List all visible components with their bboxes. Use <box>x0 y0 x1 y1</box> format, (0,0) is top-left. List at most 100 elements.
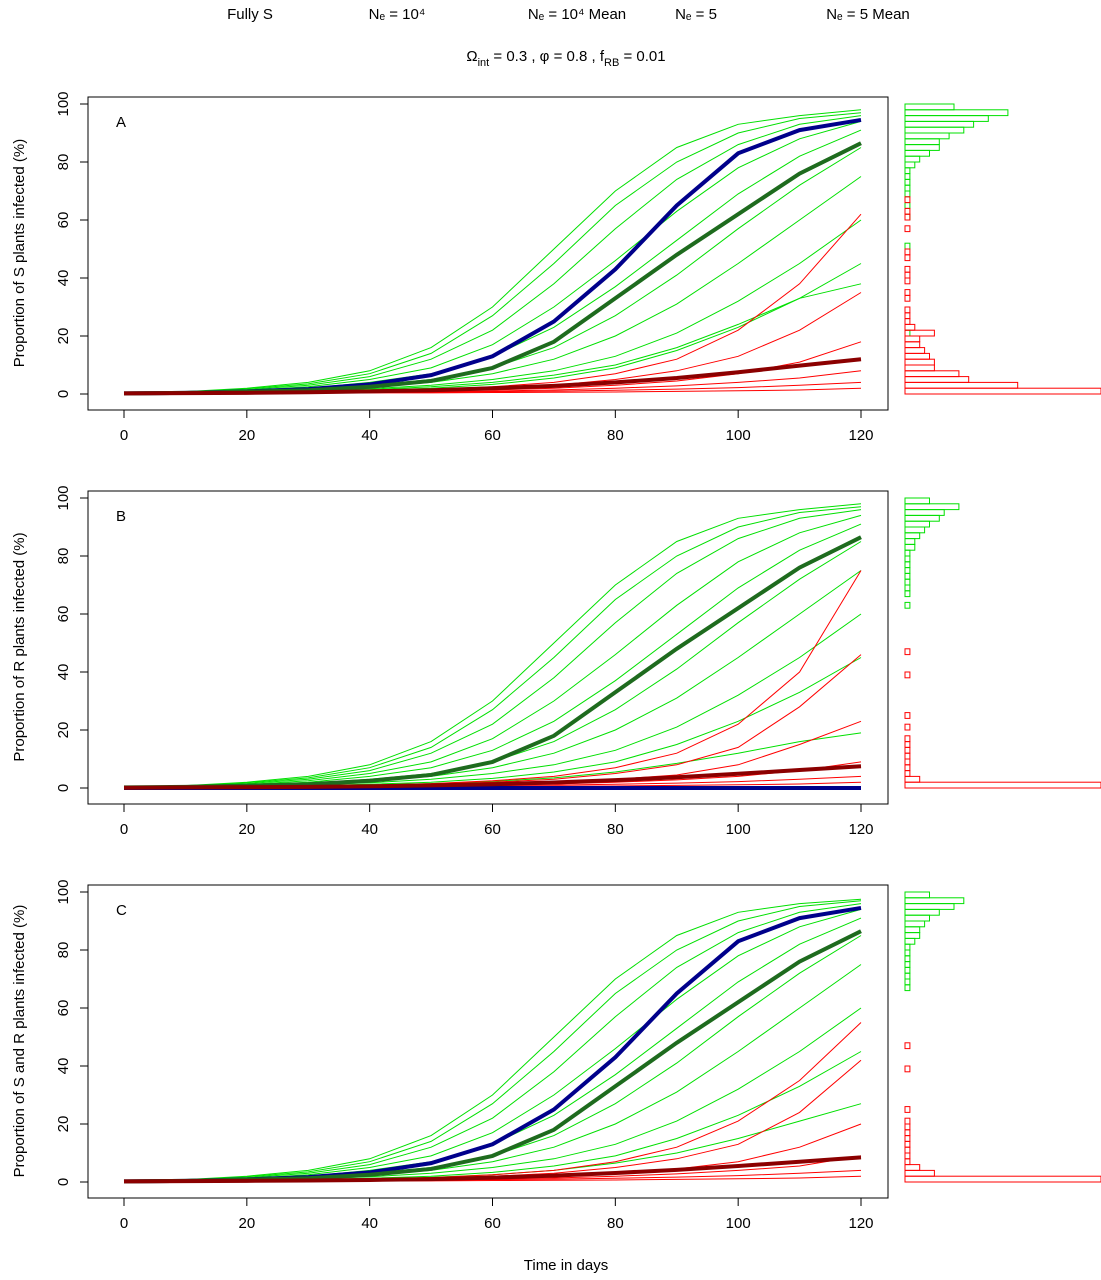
y-tick-label: 20 <box>55 1116 72 1133</box>
histogram-bar <box>904 937 916 945</box>
histogram-bar <box>904 741 911 748</box>
legend-entry: Fully S <box>227 6 273 23</box>
histogram-bar <box>904 1129 911 1137</box>
x-tick-label: 120 <box>848 821 873 838</box>
histogram-bar <box>904 555 911 563</box>
run-line <box>124 720 862 788</box>
mean-line <box>123 764 862 790</box>
histogram-bar <box>904 972 911 980</box>
histogram-bar <box>904 1152 911 1160</box>
y-tick-label: 40 <box>55 664 72 681</box>
histogram-bar <box>904 254 911 262</box>
histogram-bar <box>904 265 911 273</box>
histogram-bar <box>904 758 911 766</box>
histogram-bar <box>904 1117 911 1125</box>
x-tick-label: 100 <box>726 1215 751 1232</box>
histogram-bar <box>904 120 975 128</box>
histogram-bar <box>904 770 911 777</box>
subtitle-part: int <box>478 57 490 69</box>
histogram-bar <box>904 914 930 922</box>
histogram-bar <box>904 1123 911 1131</box>
histogram-bar <box>904 271 911 279</box>
histogram-bar <box>904 949 911 957</box>
panel-label: C <box>116 902 127 919</box>
histogram-bar <box>904 323 916 331</box>
histogram-bar <box>904 961 911 968</box>
run-line <box>123 112 862 394</box>
histogram-bar <box>904 341 921 349</box>
histogram-bar <box>904 329 911 337</box>
histogram-bar <box>904 213 911 221</box>
histogram-bar <box>904 1169 935 1177</box>
histogram-bar <box>904 190 911 198</box>
x-tick-label: 80 <box>607 821 624 838</box>
histogram-bar <box>904 978 911 986</box>
x-tick-label: 0 <box>120 1215 128 1232</box>
histogram-bar <box>904 277 911 285</box>
histogram-bar <box>904 984 911 992</box>
run-line <box>123 176 862 394</box>
histogram-bar <box>904 1175 1101 1183</box>
plot-frame <box>87 490 889 805</box>
y-tick-label: 0 <box>55 1178 72 1186</box>
histogram-bar <box>904 891 930 899</box>
histogram-bar <box>904 126 965 134</box>
legend-entry: Nₑ = 5 <box>675 6 717 23</box>
histogram-bar <box>904 196 911 204</box>
histogram-bar <box>904 775 921 783</box>
panel-label: A <box>116 114 126 131</box>
y-axis-label: Proportion of S plants infected (%) <box>11 139 28 367</box>
histogram-bar <box>904 312 911 320</box>
histogram-bar <box>904 561 911 569</box>
histogram-bar <box>904 318 911 325</box>
histogram-bar <box>904 752 911 760</box>
x-tick-label: 40 <box>361 427 378 444</box>
histogram-bar <box>904 712 911 719</box>
y-tick-label: 60 <box>55 212 72 229</box>
run-line <box>123 109 862 394</box>
y-tick-label: 60 <box>55 1000 72 1017</box>
x-tick-label: 60 <box>484 1215 501 1232</box>
histogram-bar <box>904 1042 911 1050</box>
x-tick-label: 20 <box>238 427 255 444</box>
histogram-bar <box>904 1140 911 1148</box>
histogram-bar <box>904 955 911 963</box>
histogram-bar <box>904 671 911 679</box>
y-tick-label: 80 <box>55 548 72 565</box>
histogram-bar <box>904 903 955 910</box>
histogram-bar <box>904 584 911 592</box>
mean-line <box>123 117 862 396</box>
histogram-bar <box>904 155 921 163</box>
x-tick-label: 100 <box>726 821 751 838</box>
histogram-bar <box>904 503 960 511</box>
x-tick-label: 20 <box>238 821 255 838</box>
histogram-bar <box>904 387 1101 395</box>
histogram-bar <box>904 167 911 175</box>
y-tick-label: 80 <box>55 942 72 959</box>
histogram-bar <box>904 908 940 916</box>
run-line <box>123 900 862 1182</box>
histogram-bar <box>904 1158 911 1166</box>
x-tick-label: 60 <box>484 821 501 838</box>
y-tick-label: 80 <box>55 154 72 171</box>
y-tick-label: 40 <box>55 270 72 287</box>
histogram-bar <box>904 358 935 366</box>
histogram-bar <box>904 920 926 928</box>
x-tick-label: 20 <box>238 1215 255 1232</box>
mean-line <box>123 1155 862 1184</box>
histogram-bar <box>904 932 921 939</box>
legend-entry: Nₑ = 5 Mean <box>826 6 910 23</box>
run-line <box>123 917 862 1182</box>
x-tick-label: 120 <box>848 1215 873 1232</box>
x-tick-label: 80 <box>607 427 624 444</box>
histogram-bar <box>904 514 940 522</box>
histogram-bar <box>904 335 921 343</box>
y-axis-label: Proportion of R plants infected (%) <box>11 532 28 761</box>
histogram-bar <box>904 289 911 296</box>
run-line <box>123 1059 862 1182</box>
histogram-bar <box>904 184 911 192</box>
run-line <box>123 523 862 788</box>
legend-entry: Nₑ = 10⁴ <box>369 6 426 23</box>
subtitle-part: = 0.3 , φ = 0.8 , f <box>489 48 605 65</box>
y-tick-label: 100 <box>55 91 72 116</box>
